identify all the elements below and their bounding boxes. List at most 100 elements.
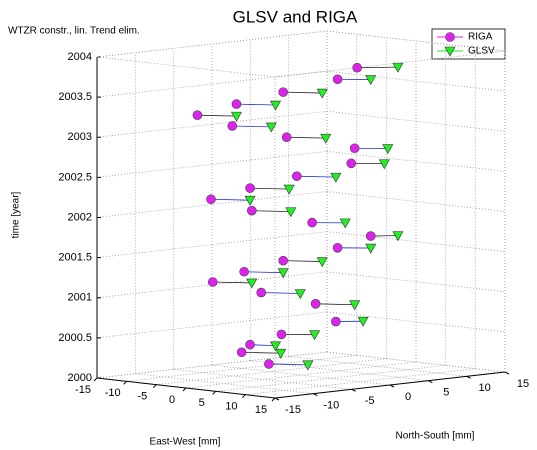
point — [349, 300, 361, 311]
box-edge — [96, 30, 328, 58]
box-edge — [274, 50, 506, 78]
point — [316, 88, 328, 99]
pair-link — [283, 260, 323, 262]
grid-line — [96, 70, 328, 98]
point — [309, 330, 321, 341]
grid-line — [156, 358, 387, 386]
pair-link — [251, 210, 291, 213]
grid-line — [96, 191, 328, 218]
point — [270, 100, 282, 111]
point — [302, 360, 314, 371]
z-axis-label: time [year] — [11, 191, 22, 238]
grid-line — [96, 231, 328, 259]
grid-line — [96, 351, 328, 379]
x-tick-label: 5 — [199, 397, 205, 409]
tick-mark — [182, 387, 187, 392]
point — [256, 287, 267, 298]
point — [277, 268, 289, 279]
point — [285, 207, 297, 218]
x-tick-label: -10 — [105, 387, 121, 399]
point — [278, 87, 289, 97]
grid-line — [96, 271, 328, 299]
y-tick-label: 5 — [443, 387, 449, 399]
point — [392, 231, 404, 242]
point — [339, 218, 351, 229]
pair-link — [236, 103, 276, 106]
y-tick-label: -10 — [323, 400, 339, 412]
legend-marker — [444, 46, 456, 57]
annotation: WTZR constr., lin. Trend elim. — [8, 26, 140, 37]
tick-mark — [212, 390, 217, 395]
pair-link — [210, 198, 251, 201]
point — [244, 195, 256, 206]
point — [265, 122, 277, 133]
x-axis-label: East-West [mm] — [150, 437, 221, 448]
point — [227, 121, 238, 131]
point — [382, 144, 394, 155]
point — [206, 194, 216, 205]
tick-mark — [152, 384, 157, 389]
legend-label: GLSV — [468, 46, 495, 57]
grid-line — [215, 364, 446, 392]
pair-link — [197, 114, 237, 117]
tick-mark — [271, 397, 276, 402]
pair-link — [241, 351, 281, 354]
pair-link — [286, 136, 326, 139]
point — [307, 217, 317, 228]
point — [264, 359, 274, 369]
point — [331, 316, 341, 327]
z-tick-label: 2004 — [68, 51, 92, 63]
point — [236, 347, 247, 358]
point — [357, 316, 369, 327]
pair-link — [283, 91, 323, 94]
point — [378, 159, 390, 170]
grid-line — [245, 368, 476, 396]
z-tick-label: 2003 — [68, 131, 92, 143]
point — [392, 62, 404, 73]
point — [192, 110, 203, 120]
point — [283, 184, 295, 195]
point — [365, 75, 377, 86]
point — [239, 266, 249, 277]
y-axis — [274, 371, 506, 399]
legend-marker — [445, 32, 455, 42]
z-tick-label: 2001 — [68, 292, 92, 304]
point — [246, 278, 258, 289]
pair-link — [232, 125, 272, 128]
y-tick-label: -15 — [285, 404, 301, 416]
grid-line — [96, 150, 328, 178]
x-tick-label: -15 — [75, 384, 91, 396]
tick-mark — [93, 377, 98, 382]
point — [245, 183, 255, 193]
z-tick-label: 2000.5 — [58, 332, 92, 344]
pair-link — [212, 281, 252, 284]
y-tick-label: 0 — [405, 391, 411, 403]
tick-mark — [123, 380, 128, 385]
pair-link — [315, 303, 355, 306]
y-tick-label: 10 — [479, 382, 491, 394]
x-tick-label: 10 — [225, 401, 237, 413]
z-tick-label: 2002.5 — [58, 171, 92, 183]
point — [320, 133, 332, 144]
point — [365, 243, 377, 254]
y-axis-label: North-South [mm] — [396, 431, 475, 442]
pair-link — [244, 271, 284, 274]
z-tick-label: 2000 — [68, 372, 92, 384]
point — [231, 99, 242, 109]
point — [332, 74, 343, 85]
x-tick-label: -5 — [137, 391, 147, 403]
y-tick-label: 15 — [517, 378, 529, 390]
grid-line — [96, 110, 328, 138]
z-tick-label: 2002 — [68, 211, 92, 223]
point — [316, 257, 328, 268]
point — [330, 172, 342, 183]
grid-line — [96, 311, 328, 339]
point — [310, 298, 321, 309]
point — [346, 158, 357, 169]
point — [270, 341, 282, 352]
tick-mark — [241, 394, 246, 399]
point — [278, 255, 289, 266]
point — [281, 132, 292, 143]
